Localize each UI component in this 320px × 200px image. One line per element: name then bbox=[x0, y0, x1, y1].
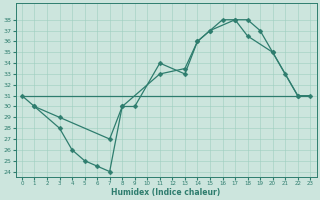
X-axis label: Humidex (Indice chaleur): Humidex (Indice chaleur) bbox=[111, 188, 221, 197]
